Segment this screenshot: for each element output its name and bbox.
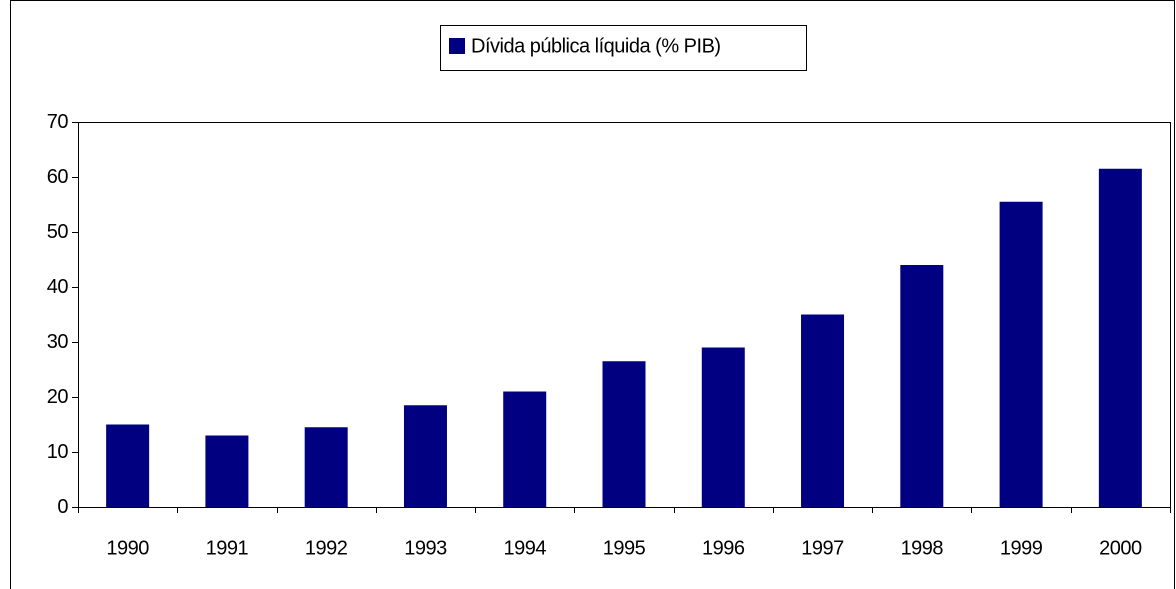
x-tick-label: 1998: [901, 537, 944, 559]
y-tick-label: 0: [57, 496, 68, 518]
y-tick-label: 40: [47, 276, 69, 298]
y-tick-label: 10: [47, 441, 69, 463]
x-tick-label: 1993: [404, 537, 447, 559]
x-tick-label: 1999: [1000, 537, 1043, 559]
bar: [205, 435, 249, 507]
bar: [900, 265, 944, 507]
bar: [403, 405, 447, 507]
y-tick-label: 30: [47, 331, 69, 353]
y-tick-label: 70: [47, 111, 69, 133]
bar: [503, 391, 547, 507]
x-tick-label: 1990: [106, 537, 149, 559]
x-tick-label: 1992: [305, 537, 348, 559]
y-tick-label: 20: [47, 386, 69, 408]
legend-box: [440, 25, 807, 71]
x-tick-label: 1991: [206, 537, 249, 559]
legend-label: Dívida pública líquida (% PIB): [471, 35, 721, 57]
plot-area: [78, 122, 1171, 508]
bar: [1098, 168, 1142, 507]
y-tick-label: 50: [47, 221, 69, 243]
bar: [602, 361, 646, 507]
bar: [701, 347, 745, 507]
x-tick-label: 2000: [1099, 537, 1142, 559]
x-tick-label: 1994: [503, 537, 546, 559]
x-tick-label: 1995: [603, 537, 646, 559]
y-tick-label: 60: [47, 166, 69, 188]
bar: [106, 424, 150, 507]
legend-swatch: [449, 38, 465, 54]
bar: [801, 314, 845, 507]
x-tick-label: 1996: [702, 537, 745, 559]
bar: [999, 201, 1043, 507]
x-tick-label: 1997: [801, 537, 844, 559]
bar: [304, 427, 348, 507]
chart-frame: [10, 0, 1175, 589]
